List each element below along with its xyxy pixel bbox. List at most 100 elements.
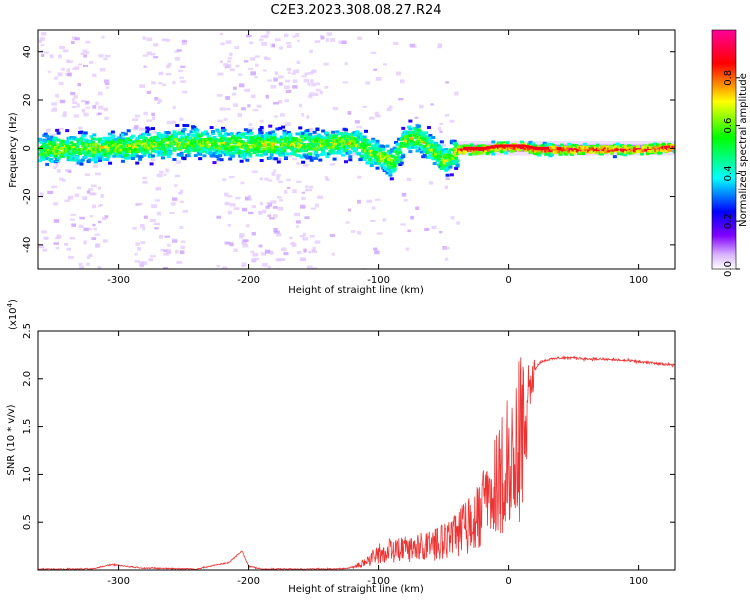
spectrogram-cell <box>341 138 346 142</box>
spectrogram-cell <box>313 139 318 143</box>
spectrogram-speckle <box>302 232 306 237</box>
spectrogram-cell <box>99 155 104 159</box>
spectrogram-cell <box>128 156 133 160</box>
spectrogram-cell <box>627 144 632 148</box>
svg-text:(x104): (x104) <box>6 299 19 330</box>
spectrogram-cell <box>170 137 175 141</box>
spectrogram-speckle <box>313 92 319 97</box>
spectrogram-speckle <box>140 224 145 228</box>
spectrogram-speckle <box>165 73 172 76</box>
spectrogram-speckle <box>267 202 273 207</box>
spectrogram-cell <box>667 148 672 152</box>
spectrogram-speckle <box>170 202 176 206</box>
spectrogram-cell <box>205 132 210 136</box>
spectrogram-speckle <box>70 40 75 44</box>
spectrogram-speckle <box>92 223 96 227</box>
spectrogram-cell <box>100 139 105 143</box>
spectrogram-cell <box>372 154 377 158</box>
spectrogram-speckle <box>439 231 443 234</box>
spectrogram-speckle <box>143 65 147 68</box>
spectrogram-cell <box>265 132 270 136</box>
spectrogram-cell <box>123 132 128 136</box>
spectrogram-speckle <box>224 201 230 206</box>
spectrogram-cell <box>301 149 306 153</box>
spectrogram-speckle <box>80 52 84 55</box>
spectrogram-cell <box>181 129 185 133</box>
spectrogram-cell <box>368 140 373 144</box>
spectrogram-cell <box>475 148 480 152</box>
spectrogram-cell <box>195 133 200 137</box>
spectrogram-cell <box>362 158 367 162</box>
spectrogram-speckle <box>62 49 69 53</box>
spectrogram-speckle <box>134 260 140 263</box>
spectrogram-speckle <box>220 42 225 46</box>
spectrogram-peak <box>521 144 526 148</box>
spectrogram-speckle <box>271 172 276 176</box>
spectrogram-cell <box>422 140 427 144</box>
colorbar-label: Normalized spectral amplitude <box>738 73 749 227</box>
colorbar-tick-label: 0.8 <box>723 70 734 86</box>
spectrogram-cell <box>66 148 71 152</box>
spectrogram-speckle <box>85 106 90 109</box>
spectrogram-cell <box>346 134 351 138</box>
spectrogram-speckle <box>386 107 392 112</box>
spectrogram-cell <box>269 153 274 157</box>
spectrogram-speckle <box>312 267 318 269</box>
spectrogram-speckle <box>247 211 254 215</box>
spectrogram-cell <box>268 131 273 135</box>
spectrogram-peak <box>490 145 495 149</box>
spectrogram-speckle <box>151 81 156 85</box>
spectrogram-cell <box>256 146 261 150</box>
spectrogram-cell <box>75 137 80 141</box>
spectrogram-cell <box>335 151 340 155</box>
spectrogram-cell <box>136 139 141 143</box>
spectrogram-cell <box>444 148 449 152</box>
spectrogram-cell <box>568 144 573 148</box>
spectrogram-cell <box>481 144 486 148</box>
spectrogram-cell <box>58 151 63 155</box>
spectrogram-speckle <box>227 60 232 63</box>
spectrogram-cell <box>211 143 216 147</box>
spectrogram-speckle <box>132 127 139 131</box>
spectrogram-cell <box>299 144 304 148</box>
spectrogram-cell <box>279 135 284 139</box>
spectrogram-speckle <box>182 210 189 213</box>
spectrogram-cell <box>542 141 547 145</box>
spectrogram-speckle <box>40 32 47 36</box>
spectrogram-speckle <box>90 192 95 196</box>
snr-x-tick-label: 0 <box>505 576 511 587</box>
spectrogram-speckle <box>104 80 110 84</box>
spectrogram-speckle <box>225 96 231 100</box>
spectrogram-cell <box>386 149 391 153</box>
spectrogram-cell <box>283 145 288 149</box>
spectrogram-cell <box>109 141 114 145</box>
spectrogram-cell <box>110 130 115 134</box>
spectrogram-speckle <box>160 248 165 252</box>
spectrogram-speckle <box>166 65 171 69</box>
spectrogram-cell <box>202 149 207 153</box>
spectrogram-speckle <box>153 56 159 59</box>
spectrogram-speckle <box>179 200 184 203</box>
spectrogram-speckle <box>278 82 283 86</box>
spectrogram-cell <box>406 146 411 150</box>
spectrogram-cell <box>219 136 224 140</box>
spectrogram-speckle <box>51 102 57 106</box>
spectrogram-speckle <box>276 233 282 237</box>
spectrogram-speckle <box>383 63 388 66</box>
spectrogram-speckle <box>76 103 80 108</box>
spectrogram-speckle <box>51 108 58 112</box>
spectrogram-cell <box>316 135 321 139</box>
spectrogram-speckle <box>305 185 309 188</box>
spectrogram-cell <box>75 156 80 160</box>
spectrogram-speckle <box>249 41 254 45</box>
spectrogram-cell <box>272 133 277 137</box>
spectrogram-speckle <box>419 104 424 109</box>
spectrogram-cell <box>618 150 623 154</box>
spectrogram-speckle <box>357 199 361 204</box>
spectrogram-cell <box>392 163 397 167</box>
spectrogram-cell <box>375 139 380 143</box>
spectrogram-speckle <box>159 170 164 174</box>
spectrogram-speckle <box>306 265 313 269</box>
spectrogram-speckle <box>83 227 90 232</box>
spectrogram-cell <box>256 144 261 148</box>
